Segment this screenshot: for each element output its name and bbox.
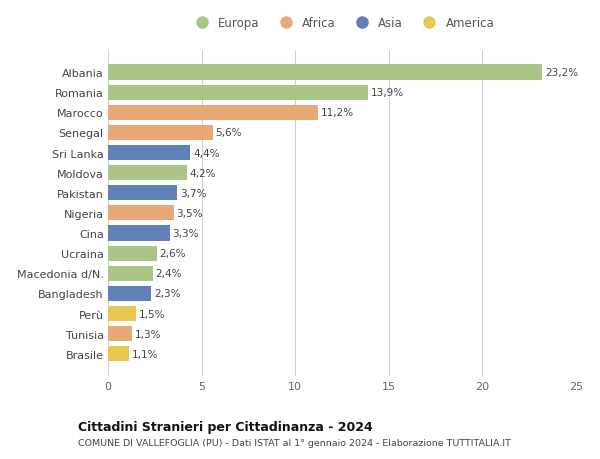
Text: 2,3%: 2,3% <box>154 289 181 299</box>
Bar <box>108 306 136 321</box>
Text: 3,7%: 3,7% <box>180 188 206 198</box>
Text: 5,6%: 5,6% <box>215 128 242 138</box>
Bar <box>108 266 153 281</box>
Bar <box>108 65 542 80</box>
Text: 2,6%: 2,6% <box>160 249 186 258</box>
Text: 1,3%: 1,3% <box>135 329 161 339</box>
Text: 2,4%: 2,4% <box>156 269 182 279</box>
Bar <box>108 246 157 261</box>
Bar <box>108 126 213 140</box>
Bar <box>108 186 177 201</box>
Text: 3,3%: 3,3% <box>173 229 199 239</box>
Bar <box>108 106 317 121</box>
Text: Cittadini Stranieri per Cittadinanza - 2024: Cittadini Stranieri per Cittadinanza - 2… <box>78 420 373 433</box>
Bar <box>108 166 187 181</box>
Text: 4,4%: 4,4% <box>193 148 220 158</box>
Bar <box>108 85 368 101</box>
Text: 1,1%: 1,1% <box>131 349 158 359</box>
Bar <box>108 326 133 341</box>
Text: 4,2%: 4,2% <box>190 168 216 178</box>
Text: 11,2%: 11,2% <box>320 108 353 118</box>
Bar <box>108 146 190 161</box>
Bar <box>108 286 151 301</box>
Text: 1,5%: 1,5% <box>139 309 166 319</box>
Bar <box>108 226 170 241</box>
Bar <box>108 347 128 362</box>
Text: COMUNE DI VALLEFOGLIA (PU) - Dati ISTAT al 1° gennaio 2024 - Elaborazione TUTTIT: COMUNE DI VALLEFOGLIA (PU) - Dati ISTAT … <box>78 438 511 448</box>
Bar <box>108 206 173 221</box>
Legend: Europa, Africa, Asia, America: Europa, Africa, Asia, America <box>190 17 494 30</box>
Text: 13,9%: 13,9% <box>371 88 404 98</box>
Text: 3,5%: 3,5% <box>176 208 203 218</box>
Text: 23,2%: 23,2% <box>545 68 578 78</box>
